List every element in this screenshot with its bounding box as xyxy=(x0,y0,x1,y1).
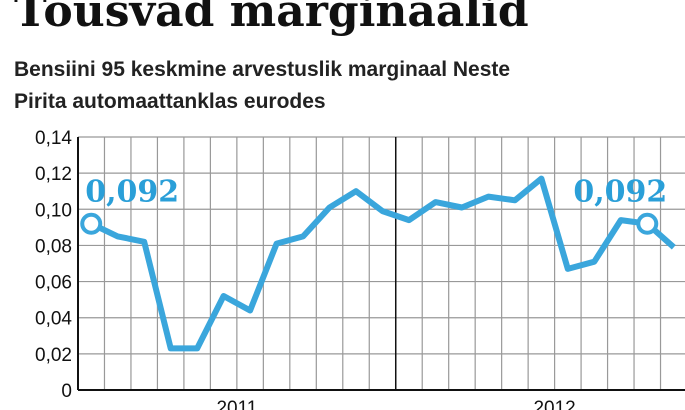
line xyxy=(89,175,676,352)
chart-title: Tõusvad marginaalid xyxy=(14,0,529,37)
x-tick-label: 2012 xyxy=(533,398,575,410)
y-tick-label: 0 xyxy=(61,381,72,402)
subtitle: Bensiini 95 keskmine arvestuslik margina… xyxy=(14,58,510,81)
point-marker xyxy=(80,212,103,235)
y-tick-label: 0,14 xyxy=(35,128,72,149)
y-tick-label: 0,06 xyxy=(35,273,72,294)
x-tick-label: 2011 xyxy=(216,398,257,410)
subtitle: Pirita automaattanklas eurodes xyxy=(14,90,326,113)
data-label: 0,092 xyxy=(573,175,667,210)
y-tick-label: 0,12 xyxy=(35,164,72,185)
y-tick-label: 0,08 xyxy=(35,236,72,257)
y-tick-label: 0,10 xyxy=(35,200,72,221)
data-label: 0,092 xyxy=(85,175,179,210)
y-tick-label: 0,02 xyxy=(35,345,72,366)
y-tick-label: 0,04 xyxy=(35,309,72,330)
point-marker xyxy=(636,212,659,235)
